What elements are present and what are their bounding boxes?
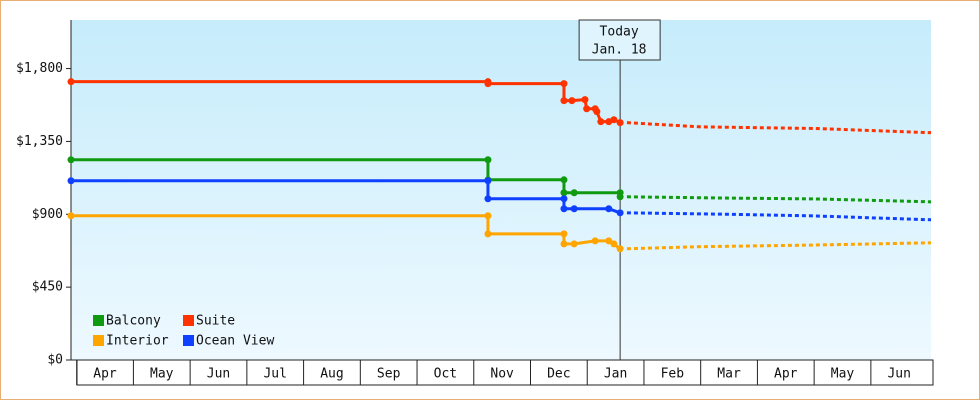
x-tick-label: Jul [263, 367, 286, 382]
x-tick-label: Jun [207, 367, 230, 382]
price-point [591, 237, 599, 245]
x-tick-label: Sep [377, 367, 401, 382]
legend-label: Interior [106, 334, 169, 349]
x-tick-label: Apr [774, 367, 798, 382]
plot-area [71, 20, 931, 360]
x-tick-label: May [150, 367, 174, 382]
price-point [560, 230, 568, 238]
x-tick-label: Oct [434, 367, 457, 382]
legend-label: Balcony [106, 314, 161, 329]
price-point [610, 116, 618, 124]
x-tick-label: Nov [490, 367, 514, 382]
price-point [560, 189, 568, 197]
price-point [616, 245, 624, 253]
y-tick-label: $0 [47, 353, 63, 368]
price-point [484, 230, 492, 238]
today-date: Jan. 18 [592, 43, 647, 58]
price-point [67, 156, 75, 164]
price-point [583, 105, 591, 113]
price-point [616, 193, 624, 201]
legend-label: Suite [196, 314, 235, 329]
price-point [616, 119, 624, 127]
price-point [605, 237, 613, 245]
price-point [610, 240, 618, 248]
x-tick-label: Feb [661, 367, 685, 382]
y-tick-label: $450 [32, 280, 63, 295]
price-point [560, 195, 568, 203]
price-point [593, 108, 601, 116]
price-point [67, 177, 75, 185]
x-tick-label: Jun [887, 367, 910, 382]
price-point [560, 80, 568, 88]
price-point [570, 205, 578, 213]
today-label: Today [600, 25, 639, 40]
price-point [67, 212, 75, 220]
price-point [570, 189, 578, 197]
price-point [67, 78, 75, 86]
price-point [484, 177, 492, 185]
price-point [560, 205, 568, 213]
y-tick-label: $1,350 [16, 134, 63, 149]
price-point [484, 80, 492, 88]
x-tick-label: Mar [717, 367, 741, 382]
x-tick-label: May [831, 367, 855, 382]
price-point [560, 176, 568, 184]
legend-swatch [93, 335, 104, 346]
price-point [484, 156, 492, 164]
price-point [605, 205, 613, 213]
price-point [484, 212, 492, 220]
y-tick-label: $1,800 [16, 61, 63, 76]
price-point [560, 97, 568, 105]
legend-swatch [183, 335, 194, 346]
legend-swatch [93, 315, 104, 326]
x-tick-label: Dec [547, 367, 570, 382]
y-tick-label: $900 [32, 207, 63, 222]
legend-label: Ocean View [196, 334, 274, 349]
forecast-line [626, 121, 932, 135]
forecast-line [626, 241, 932, 251]
forecast-line [626, 195, 932, 204]
legend-swatch [183, 315, 194, 326]
x-tick-label: Jan [604, 367, 627, 382]
x-tick-label: Aug [320, 367, 343, 382]
price-point [581, 96, 589, 104]
price-point [568, 97, 576, 105]
forecast-line [626, 211, 932, 222]
x-tick-label: Apr [93, 367, 117, 382]
price-point [597, 118, 605, 126]
price-point [616, 209, 624, 217]
price-point [570, 240, 578, 248]
price-point [484, 195, 492, 203]
price-point [560, 240, 568, 248]
today-box [578, 19, 661, 61]
